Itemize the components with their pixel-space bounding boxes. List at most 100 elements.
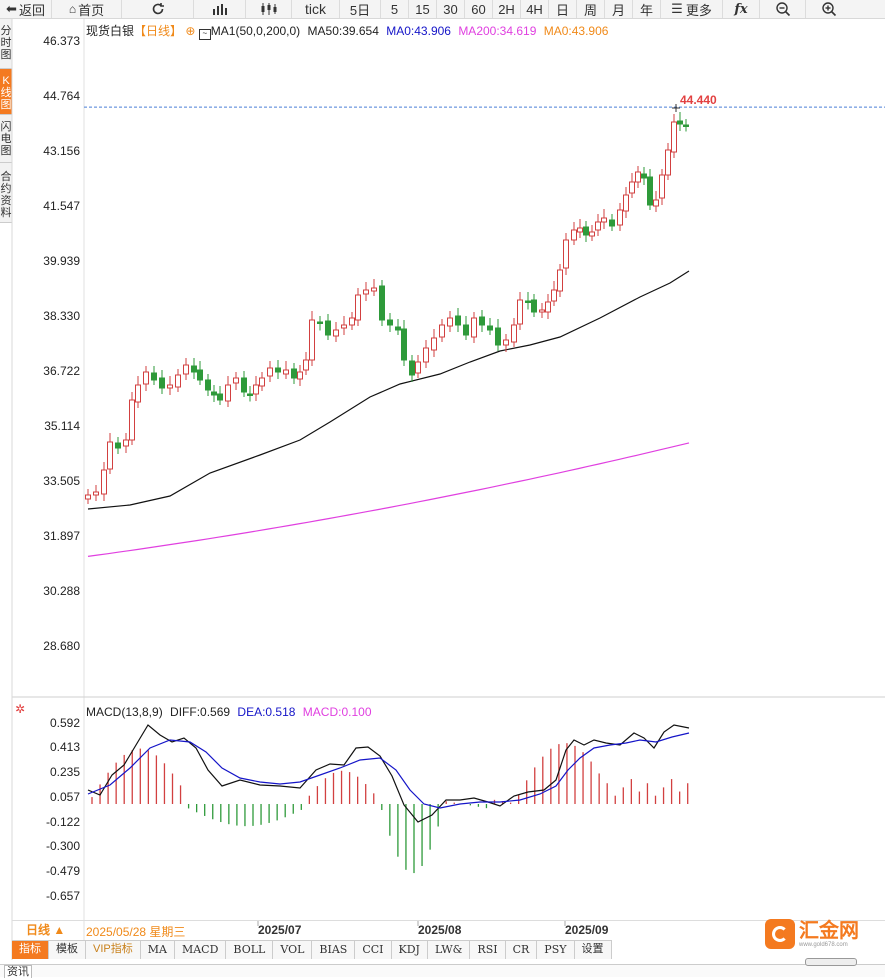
tab-indicators[interactable]: 指标 bbox=[12, 941, 49, 959]
tab-kdj[interactable]: KDJ bbox=[391, 941, 428, 959]
period-30[interactable]: 30 bbox=[437, 0, 465, 18]
period-4h[interactable]: 4H bbox=[521, 0, 549, 18]
tick-button[interactable]: tick bbox=[292, 0, 340, 18]
tab-flash[interactable]: 闪电图 bbox=[0, 115, 12, 163]
ma-definition[interactable]: MA1(50,0,200,0) bbox=[210, 24, 301, 38]
period-day[interactable]: 日 bbox=[549, 0, 577, 18]
candle-body bbox=[395, 326, 401, 331]
last-price-label: 44.440 bbox=[680, 93, 717, 107]
candle-body bbox=[517, 299, 523, 325]
formula-icon: fx bbox=[734, 1, 748, 17]
candle-body bbox=[267, 367, 273, 377]
date-axis bbox=[12, 920, 885, 941]
home-button[interactable]: ⌂ 首页 bbox=[52, 0, 122, 18]
cursor-date: 2025/05/28 星期三 bbox=[86, 925, 186, 939]
price-tick: 38.330 bbox=[43, 309, 80, 323]
period-60[interactable]: 60 bbox=[465, 0, 493, 18]
tab-psy[interactable]: PSY bbox=[537, 941, 575, 959]
tab-rsi[interactable]: RSI bbox=[470, 941, 506, 959]
candle-body bbox=[455, 315, 461, 326]
macd-definition[interactable]: MACD(13,8,9) bbox=[86, 705, 163, 719]
tab-cci[interactable]: CCI bbox=[355, 941, 392, 959]
month-label: 2025/08 bbox=[418, 923, 462, 937]
more-button[interactable]: ☰ 更多 bbox=[661, 0, 723, 18]
candle-body bbox=[355, 294, 361, 321]
candle-body bbox=[129, 399, 135, 441]
footer-tab-news[interactable]: 资讯 bbox=[4, 965, 32, 978]
candle-body bbox=[283, 369, 289, 375]
zoom-in-icon bbox=[822, 2, 837, 17]
ma-indicator-icon: ~ bbox=[198, 29, 211, 40]
candle-body bbox=[601, 217, 607, 223]
candle-body bbox=[641, 173, 647, 179]
period-2h[interactable]: 2H bbox=[493, 0, 521, 18]
tab-lw[interactable]: LW& bbox=[427, 941, 471, 959]
candle-body bbox=[589, 231, 595, 237]
tab-macd[interactable]: MACD bbox=[174, 941, 227, 959]
plot-area bbox=[0, 19, 885, 960]
macd-dea-line bbox=[87, 732, 690, 809]
zoom-out-button[interactable] bbox=[760, 0, 806, 18]
candle-body bbox=[309, 319, 315, 361]
candle-body bbox=[665, 149, 671, 176]
candle-body bbox=[583, 226, 589, 236]
tab-bias[interactable]: BIAS bbox=[312, 941, 356, 959]
scroll-handle[interactable] bbox=[805, 958, 857, 966]
tab-cr[interactable]: CR bbox=[505, 941, 538, 959]
candle-body bbox=[291, 368, 297, 379]
period-5[interactable]: 5 bbox=[381, 0, 409, 18]
period-week[interactable]: 周 bbox=[577, 0, 605, 18]
tab-kline[interactable]: K线图 bbox=[0, 69, 12, 115]
back-button[interactable]: ⬅ 返回 bbox=[0, 0, 52, 18]
tab-time-share[interactable]: 分时图 bbox=[0, 19, 12, 69]
macd-tick: -0.479 bbox=[45, 864, 80, 878]
candle-body bbox=[143, 371, 149, 385]
period-15[interactable]: 15 bbox=[409, 0, 437, 18]
refresh-button[interactable] bbox=[122, 0, 194, 18]
tab-vip-indicators[interactable]: VIP指标 bbox=[86, 941, 141, 959]
candle-body bbox=[525, 300, 531, 303]
zoom-in-button[interactable] bbox=[806, 0, 852, 18]
price-tick: 46.373 bbox=[43, 34, 80, 48]
tab-vol[interactable]: VOL bbox=[273, 941, 313, 959]
period-toggle[interactable]: 日线 ▲ bbox=[26, 923, 66, 937]
candle-body bbox=[595, 221, 601, 231]
period-year[interactable]: 年 bbox=[633, 0, 661, 18]
candle-body bbox=[463, 324, 469, 336]
tab-contract-info[interactable]: 合约资料 bbox=[0, 163, 12, 223]
candle-body bbox=[167, 384, 173, 389]
macd-bar-value: MACD:0.100 bbox=[302, 705, 372, 719]
period-label: 【日线】 bbox=[134, 24, 183, 38]
ma0b-value: MA0:43.906 bbox=[543, 24, 609, 38]
candle-body bbox=[197, 369, 203, 381]
formula-button[interactable]: fx bbox=[723, 0, 760, 18]
add-indicator-icon[interactable]: ⊕ bbox=[185, 24, 196, 38]
tab-settings[interactable]: 设置 bbox=[574, 941, 612, 959]
candle-body bbox=[609, 219, 615, 227]
period-5d[interactable]: 5日 bbox=[340, 0, 381, 18]
candle-body bbox=[683, 124, 689, 127]
candle-body bbox=[577, 227, 583, 233]
candle-body bbox=[671, 121, 677, 153]
tab-boll[interactable]: BOLL bbox=[226, 941, 274, 959]
tab-ma[interactable]: MA bbox=[140, 941, 175, 959]
candle-chart-button[interactable] bbox=[246, 0, 292, 18]
tab-template[interactable]: 模板 bbox=[49, 941, 86, 959]
candle-body bbox=[225, 384, 231, 402]
candle-body bbox=[205, 379, 211, 391]
period-month[interactable]: 月 bbox=[605, 0, 633, 18]
price-tick: 43.156 bbox=[43, 144, 80, 158]
brand-logo-icon bbox=[765, 919, 795, 949]
price-tick: 39.939 bbox=[43, 254, 80, 268]
candle-body bbox=[115, 442, 121, 449]
macd-settings-icon[interactable]: ✲ bbox=[15, 702, 26, 716]
candle-body bbox=[191, 365, 197, 373]
candle-body bbox=[247, 393, 253, 396]
candle-body bbox=[647, 176, 653, 206]
candle-body bbox=[211, 391, 217, 396]
line-chart-button[interactable] bbox=[194, 0, 246, 18]
refresh-icon bbox=[152, 3, 164, 15]
candle-body bbox=[341, 324, 347, 329]
candle-body bbox=[471, 317, 477, 338]
